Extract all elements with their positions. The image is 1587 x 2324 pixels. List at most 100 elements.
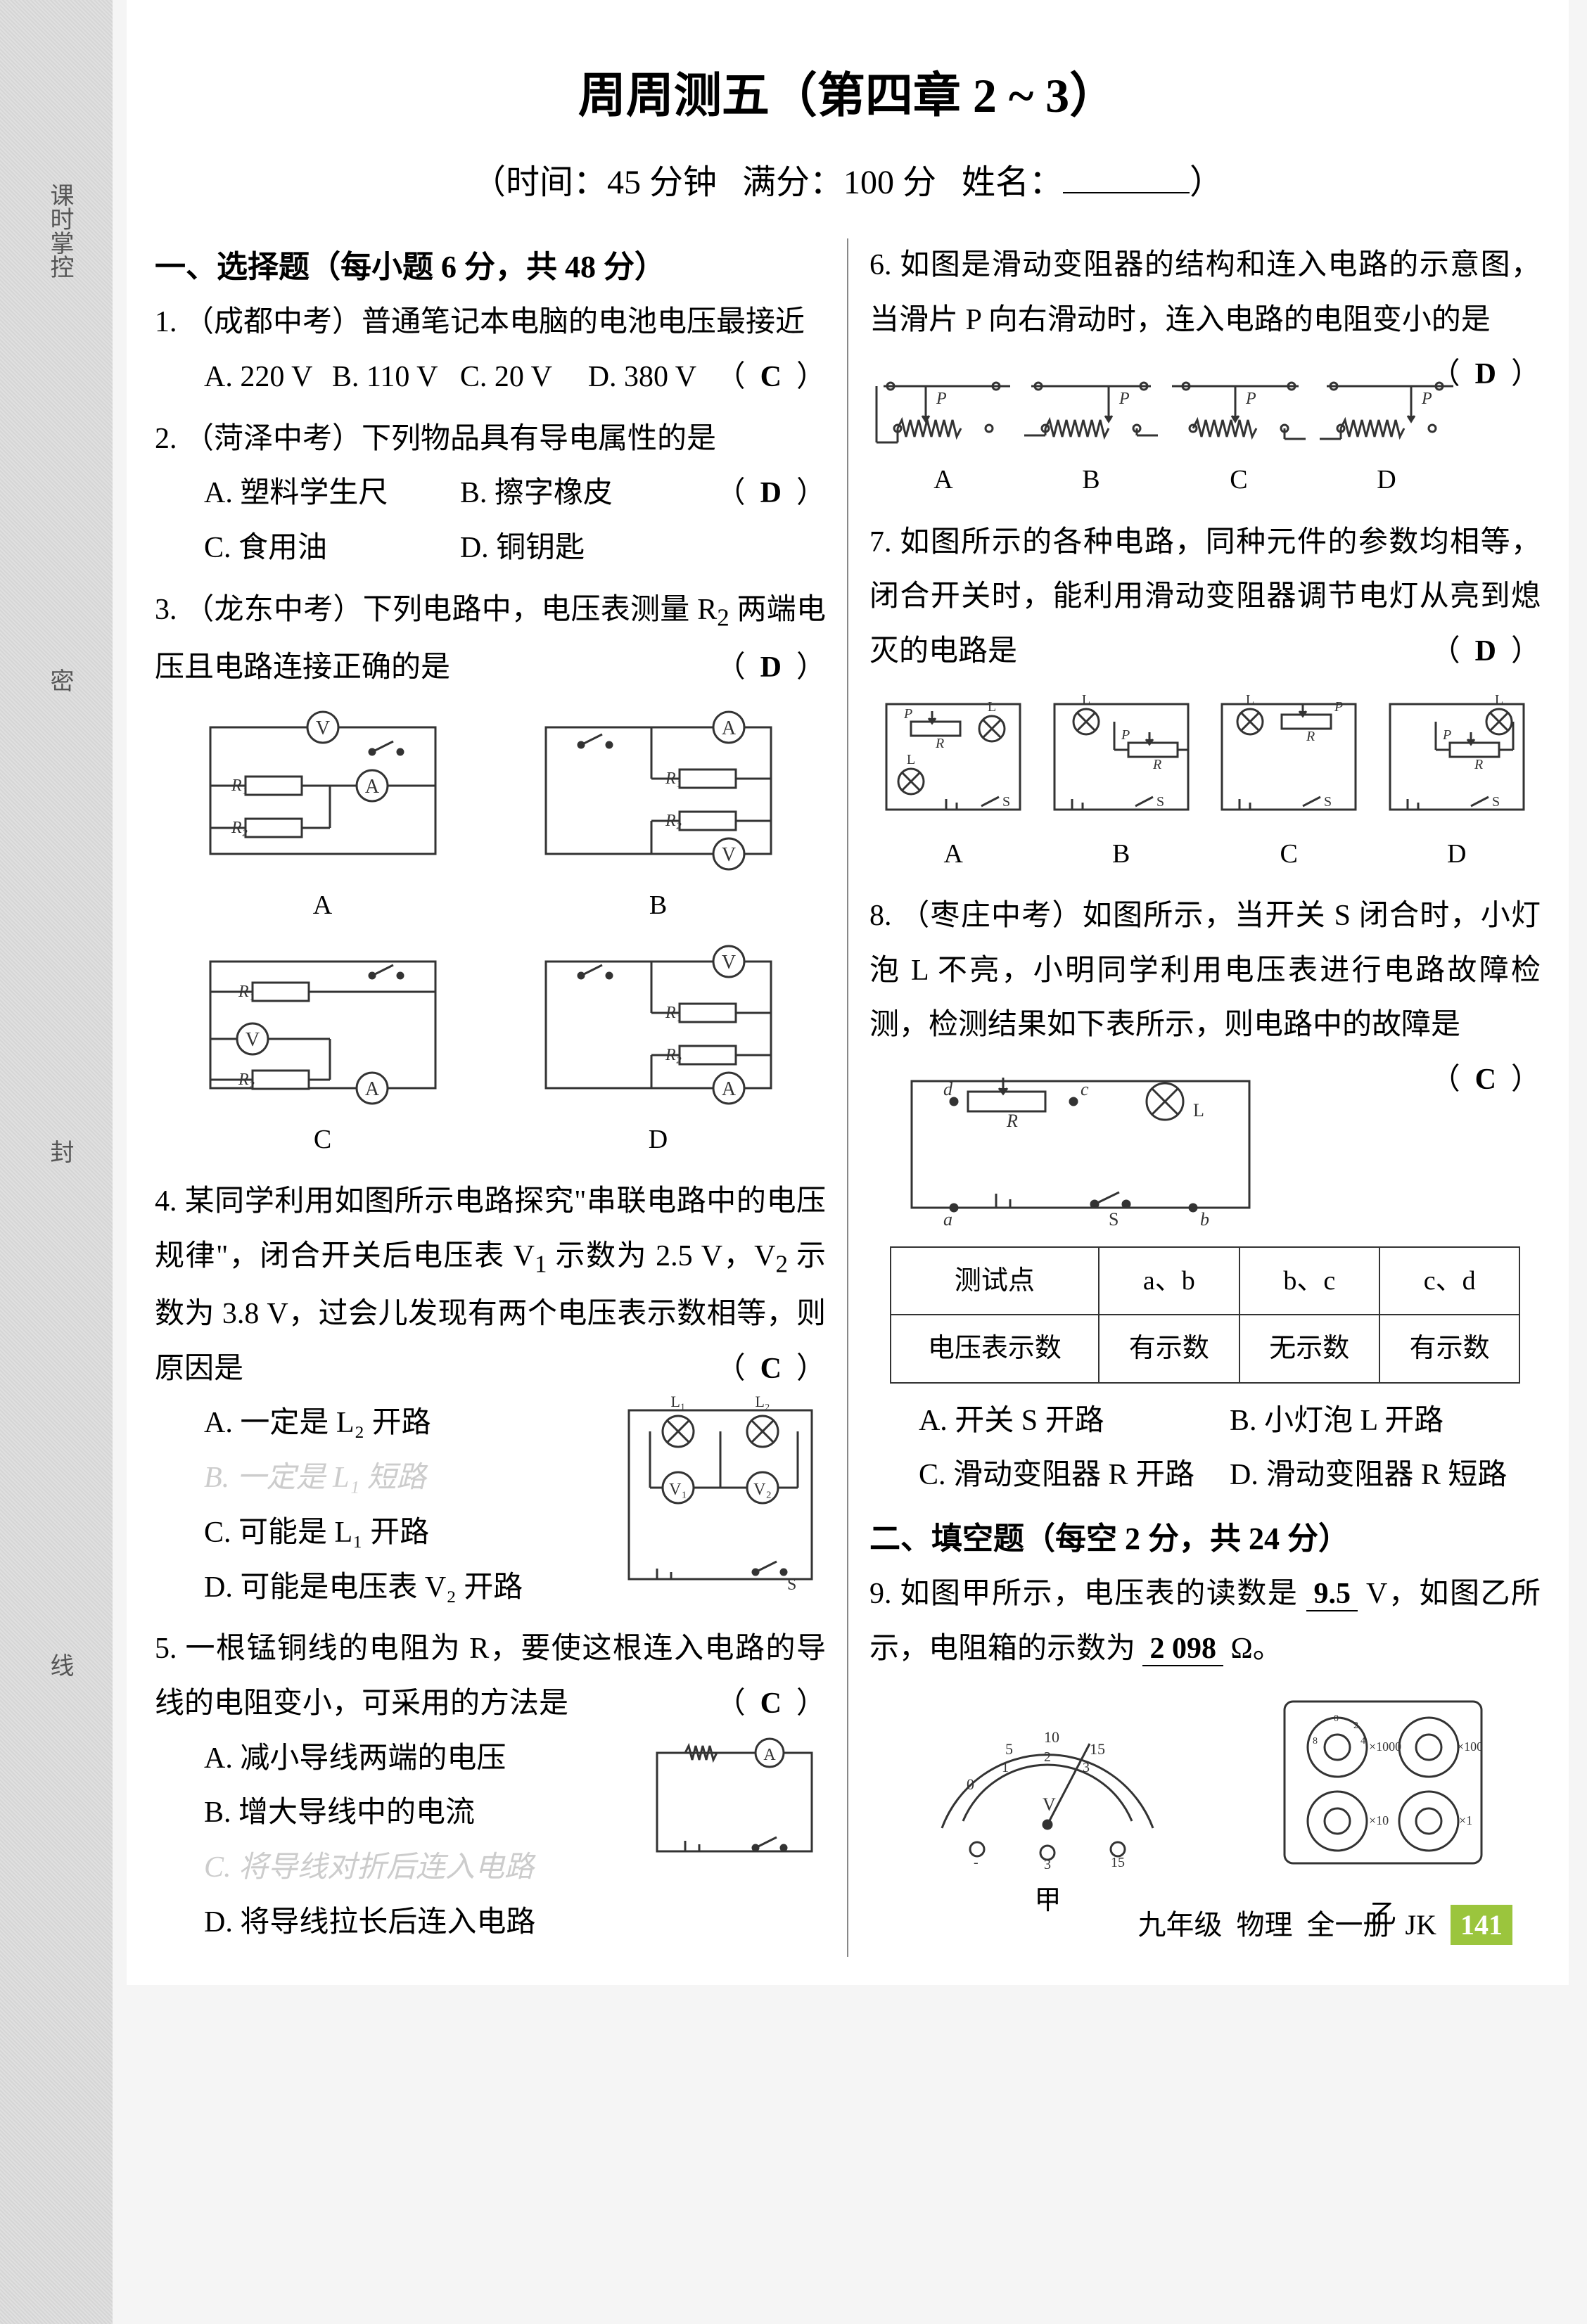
q3-num: 3. xyxy=(155,594,177,626)
svg-text:L: L xyxy=(1495,692,1503,708)
q2-src: （菏泽中考） xyxy=(184,423,362,455)
q6-text: 如图是滑动变阻器的结构和连入电路的示意图，当滑片 P 向右滑动时，连入电路的电阻… xyxy=(869,249,1541,336)
q8-opt-d: D. 滑动变阻器 R 短路 xyxy=(1230,1448,1541,1503)
question-5: 5. 一根锰铜线的电阻为 R，要使这根连入电路的导线的电阻变小，可采用的方法是 … xyxy=(155,1622,826,1950)
circuit-diagram-icon: LPRS xyxy=(1379,690,1534,824)
svg-text:A: A xyxy=(364,776,379,798)
subtitle-close: ） xyxy=(1190,164,1223,201)
q7-label-d: D xyxy=(1379,829,1534,879)
svg-text:×1: ×1 xyxy=(1459,1813,1472,1827)
q8-opt-c: C. 滑动变阻器 R 开路 xyxy=(919,1448,1230,1503)
q7-label-c: C xyxy=(1211,829,1366,879)
side-label-3: 封 xyxy=(42,1139,77,1163)
q1-opt-b: B. 110 V xyxy=(332,350,460,405)
question-8: 8. （枣庄中考）如图所示，当开关 S 闭合时，小灯泡 L 不亮，小明同学利用电… xyxy=(869,889,1541,1503)
svg-text:5: 5 xyxy=(1005,1740,1013,1758)
svg-text:P: P xyxy=(1442,727,1451,743)
q4-num: 4. xyxy=(155,1185,177,1218)
svg-text:a: a xyxy=(943,1209,952,1230)
svg-text:3: 3 xyxy=(1044,1857,1051,1870)
q8-src: （枣庄中考） xyxy=(900,900,1083,932)
q9-num: 9. xyxy=(869,1578,892,1610)
q1-answer-paren: （ C ） xyxy=(716,350,826,405)
name-blank[interactable] xyxy=(1063,192,1190,193)
svg-text:V: V xyxy=(721,844,735,866)
table-row: 测试点 a、b b、c c、d xyxy=(891,1247,1520,1315)
q1-num: 1. xyxy=(155,306,177,338)
question-9: 9. 如图甲所示，电压表的读数是 9.5 V，如图乙所示，电阻箱的示数为 2 0… xyxy=(869,1567,1541,1939)
svg-text:P: P xyxy=(1121,727,1130,743)
q3-fig-c: R₁VR₂A C xyxy=(189,940,457,1164)
svg-text:A: A xyxy=(721,717,736,739)
circuit-diagram-icon: PRLLS xyxy=(876,690,1031,824)
section-2-heading: 二、填空题（每空 2 分，共 24 分） xyxy=(869,1510,1541,1567)
question-4: 4. 某同学利用如图所示电路探究"串联电路中的电压规律"，闭合开关后电压表 V1… xyxy=(155,1175,826,1615)
q7-label-b: B xyxy=(1044,829,1199,879)
time-label: （时间：45 分钟 xyxy=(472,164,717,201)
svg-text:S: S xyxy=(787,1576,796,1593)
circuit-diagram-icon: LPRS xyxy=(1044,690,1199,824)
q1-opt-c: C. 20 V xyxy=(460,350,588,405)
footer-volume: 全一册 xyxy=(1307,1909,1391,1941)
q4-answer-paren: （ C ） xyxy=(716,1342,826,1397)
q4-opt-b: B. 一定是 L₁ 短路 xyxy=(204,1451,615,1506)
q1-opt-a: A. 220 V xyxy=(204,350,332,405)
svg-text:d: d xyxy=(943,1079,953,1099)
svg-text:×100: ×100 xyxy=(1457,1739,1483,1754)
svg-text:R: R xyxy=(1306,729,1315,744)
table-cell: 有示数 xyxy=(1099,1315,1239,1382)
q3-label-a: A xyxy=(189,881,457,930)
q7-answer-paren: （ D ） xyxy=(1431,625,1541,679)
q3-label-d: D xyxy=(525,1115,792,1164)
q5-opt-c: C. 将导线对折后连入电路 xyxy=(204,1841,643,1896)
q1-text: 普通笔记本电脑的电池电压最接近 xyxy=(362,306,805,338)
q3-label-b: B xyxy=(525,881,792,930)
svg-text:P: P xyxy=(1118,390,1130,408)
q2-answer: D xyxy=(760,477,782,509)
svg-text:2: 2 xyxy=(1353,1720,1358,1731)
svg-text:S: S xyxy=(1156,794,1164,810)
q6-label-a: A xyxy=(869,455,1017,504)
footer-subject: 物理 xyxy=(1237,1909,1293,1941)
svg-text:S: S xyxy=(1324,794,1332,810)
page-number: 141 xyxy=(1451,1905,1512,1945)
q5-opt-d: D. 将导线拉长后连入电路 xyxy=(204,1896,643,1950)
question-6: 6. 如图是滑动变阻器的结构和连入电路的示意图，当滑片 P 向右滑动时，连入电路… xyxy=(869,238,1541,505)
svg-text:V: V xyxy=(721,952,735,973)
left-column: 一、选择题（每小题 6 分，共 48 分） 1. （成都中考）普通笔记本电脑的电… xyxy=(155,238,826,1957)
svg-text:P: P xyxy=(1245,390,1256,408)
svg-text:×1000: ×1000 xyxy=(1369,1739,1401,1754)
q6-fig-a: P A xyxy=(869,358,1017,504)
page-subtitle: （时间：45 分钟 满分：100 分 姓名：） xyxy=(155,154,1541,203)
q4-opt-a: A. 一定是 L₂ 开路 xyxy=(204,1396,615,1451)
table-cell: 无示数 xyxy=(1239,1315,1379,1382)
q3-answer-paren: （ D ） xyxy=(716,641,826,696)
rheostat-diagram-icon: P xyxy=(1165,358,1313,449)
svg-text:×10: ×10 xyxy=(1369,1813,1389,1827)
svg-text:4: 4 xyxy=(1360,1736,1365,1747)
q3-label-c: C xyxy=(189,1115,457,1164)
svg-text:10: 10 xyxy=(1044,1728,1059,1746)
svg-text:V: V xyxy=(245,1029,259,1051)
side-label-4: 线 xyxy=(42,1653,77,1677)
svg-text:P: P xyxy=(936,390,947,408)
svg-text:R: R xyxy=(935,736,944,751)
rheostat-diagram-icon: P xyxy=(869,358,1017,449)
q8-answer: C xyxy=(1475,1064,1496,1096)
circuit-diagram-icon: A xyxy=(643,1732,826,1872)
table-cell: 电压表示数 xyxy=(891,1315,1100,1382)
q7-fig-c: LPRS C xyxy=(1211,690,1366,879)
section-1-heading: 一、选择题（每小题 6 分，共 48 分） xyxy=(155,238,826,295)
voltmeter-icon: 051015123V-315 xyxy=(914,1687,1181,1870)
q8-table: 测试点 a、b b、c c、d 电压表示数 有示数 无示数 有示数 xyxy=(890,1246,1521,1384)
q8-opt-a: A. 开关 S 开路 xyxy=(919,1394,1230,1449)
svg-text:P: P xyxy=(1421,390,1432,408)
q2-answer-paren: （ D ） xyxy=(716,466,826,521)
q2-opt-a: A. 塑料学生尺 xyxy=(204,466,460,521)
circuit-diagram-icon: RLdcabS xyxy=(869,1053,1292,1236)
q3-fig-b: AR₁R₂V B xyxy=(525,706,792,930)
q8-opt-b: B. 小灯泡 L 开路 xyxy=(1230,1394,1541,1449)
table-cell: c、d xyxy=(1379,1247,1519,1315)
side-label-2: 密 xyxy=(42,668,77,692)
circuit-diagram-icon: VR₁AR₂ xyxy=(189,706,457,875)
